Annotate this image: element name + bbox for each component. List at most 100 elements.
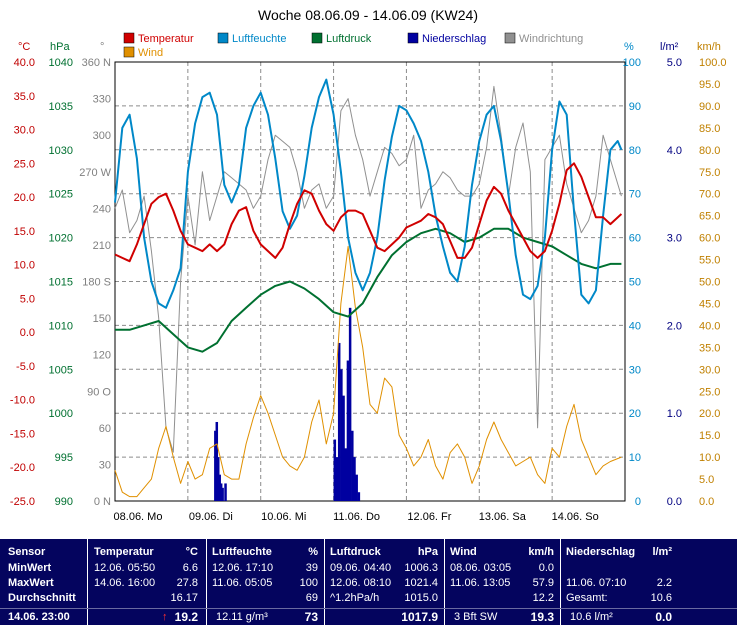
avg-rain-label: Gesamt: xyxy=(566,592,608,604)
rain-tick-label: 5.0 xyxy=(667,57,682,69)
series-temperatur xyxy=(114,162,623,263)
max-hum-time: 11.06. 05:05 xyxy=(212,577,273,589)
col-divider xyxy=(206,539,207,625)
direction-tick-label: 30 xyxy=(99,459,111,471)
header-rain-unit: l/m² xyxy=(652,546,672,558)
direction-tick-label: 120 xyxy=(93,350,111,362)
temp-tick-label: 40.0 xyxy=(14,57,35,69)
header-wind: Wind xyxy=(450,546,477,558)
col-divider xyxy=(324,539,325,625)
direction-tick-label: 300 xyxy=(93,130,111,142)
axis-units: °C hPa °% l/m² km/h xyxy=(18,41,721,53)
pressure-tick-label: 1005 xyxy=(49,364,73,376)
col-divider xyxy=(87,539,88,625)
rain-bar xyxy=(219,483,223,501)
rain-bar xyxy=(217,457,220,501)
min-press-time: 09.06. 04:40 xyxy=(330,562,392,574)
max-press-time: 12.06. 08:10 xyxy=(330,577,392,589)
rain-bar xyxy=(355,474,358,501)
humidity-tick-label: 60 xyxy=(629,233,641,245)
header-luftdruck: Luftdruck xyxy=(330,546,381,558)
wind-tick-label: 40.0 xyxy=(699,320,720,332)
temp-tick-label: 35.0 xyxy=(14,91,35,103)
x-tick-label: 08.06. Mo xyxy=(114,511,163,523)
x-tick-label: 12.06. Fr xyxy=(407,511,451,523)
wind-tick-label: 15.0 xyxy=(699,430,720,442)
legend-label: Windrichtung xyxy=(519,33,583,45)
rain-bar xyxy=(224,483,227,501)
direction-tick-label: 90 O xyxy=(87,386,111,398)
row-label-min: MinWert xyxy=(8,562,52,574)
max-temp-value: 27.8 xyxy=(176,577,198,589)
temp-tick-label: 0.0 xyxy=(20,327,35,339)
x-tick-label: 10.06. Mi xyxy=(261,511,306,523)
cur-temp-value: 19.2 xyxy=(174,610,198,624)
pressure-tick-label: 1030 xyxy=(49,145,73,157)
temp-tick-label: -10.0 xyxy=(10,395,35,407)
pressure-tick-label: 1010 xyxy=(49,320,73,332)
direction-tick-label: 210 xyxy=(93,240,111,252)
direction-tick-label: 330 xyxy=(93,94,111,106)
wind-tick-label: 25.0 xyxy=(699,386,720,398)
temp-tick-label: 25.0 xyxy=(14,158,35,170)
rain-layer xyxy=(214,307,361,501)
temp-unit-label: °C xyxy=(18,41,30,53)
wind-tick-label: 30.0 xyxy=(699,364,720,376)
cur-rain-note: 10.6 l/m² xyxy=(570,611,613,623)
wind-tick-label: 95.0 xyxy=(699,79,720,91)
legend: Temperatur Luftfeuchte Luftdruck Niederschl… xyxy=(123,32,583,59)
max-wind-value: 57.9 xyxy=(532,577,554,589)
wind-tick-label: 5.0 xyxy=(699,474,714,486)
rain-bar xyxy=(344,448,347,501)
x-tick-label: 14.06. So xyxy=(552,511,599,523)
temp-tick-label: -5.0 xyxy=(16,361,35,373)
legend-label: Luftfeuchte xyxy=(232,33,286,45)
rain-bar xyxy=(351,430,354,501)
rain-bar xyxy=(353,457,356,501)
x-tick-label: 09.06. Di xyxy=(189,511,233,523)
header-niederschlag: Niederschlag xyxy=(566,546,636,558)
legend-label: Niederschlag xyxy=(422,33,486,45)
series-layer xyxy=(114,78,623,498)
wind-tick-label: 100.0 xyxy=(699,57,727,69)
rain-bar xyxy=(218,474,221,501)
header-press-unit: hPa xyxy=(417,546,438,558)
avg-temp-value: 16.17 xyxy=(170,592,198,604)
wind-tick-label: 60.0 xyxy=(699,233,720,245)
wind-tick-label: 65.0 xyxy=(699,211,720,223)
direction-tick-label: 60 xyxy=(99,423,111,435)
weather-chart: Woche 08.06.09 - 14.06.09 (KW24) Tempera… xyxy=(10,7,727,523)
header-temperatur: Temperatur xyxy=(94,546,154,558)
wind-tick-label: 0.0 xyxy=(699,496,714,508)
wind-tick-label: 10.0 xyxy=(699,452,720,464)
legend-swatch xyxy=(504,32,516,44)
humidity-tick-label: 50 xyxy=(629,277,641,289)
humidity-tick-label: 90 xyxy=(629,101,641,113)
col-divider xyxy=(560,539,561,625)
wind-tick-label: 90.0 xyxy=(699,101,720,113)
x-tick-label: 13.06. Sa xyxy=(479,511,527,523)
series-windrichtung xyxy=(114,85,622,453)
humidity-tick-label: 40 xyxy=(629,320,641,332)
rain-tick-label: 4.0 xyxy=(667,145,682,157)
rain-bar xyxy=(335,457,339,501)
legend-swatch xyxy=(311,32,323,44)
avg-press-trend: ^1.2hPa/h xyxy=(330,592,380,604)
rain-bar xyxy=(337,342,341,501)
row-divider xyxy=(0,608,737,609)
legend-swatch xyxy=(123,46,135,58)
temp-tick-label: 5.0 xyxy=(20,293,35,305)
rain-tick-label: 0.0 xyxy=(667,496,682,508)
pressure-tick-label: 1035 xyxy=(49,101,73,113)
rain-bar xyxy=(357,492,361,501)
header-sensor: Sensor xyxy=(8,546,46,558)
max-rain-value: 2.2 xyxy=(656,577,672,589)
rain-bar xyxy=(346,360,350,501)
summary-table: Sensor Temperatur °C Luftfeuchte % Luftd… xyxy=(0,539,737,625)
temp-tick-label: 10.0 xyxy=(14,260,35,272)
humidity-tick-label: 20 xyxy=(629,408,641,420)
chart-title: Woche 08.06.09 - 14.06.09 (KW24) xyxy=(258,7,478,23)
humidity-tick-label: 30 xyxy=(629,364,641,376)
rain-tick-label: 1.0 xyxy=(667,408,682,420)
rain-bar xyxy=(333,439,337,501)
